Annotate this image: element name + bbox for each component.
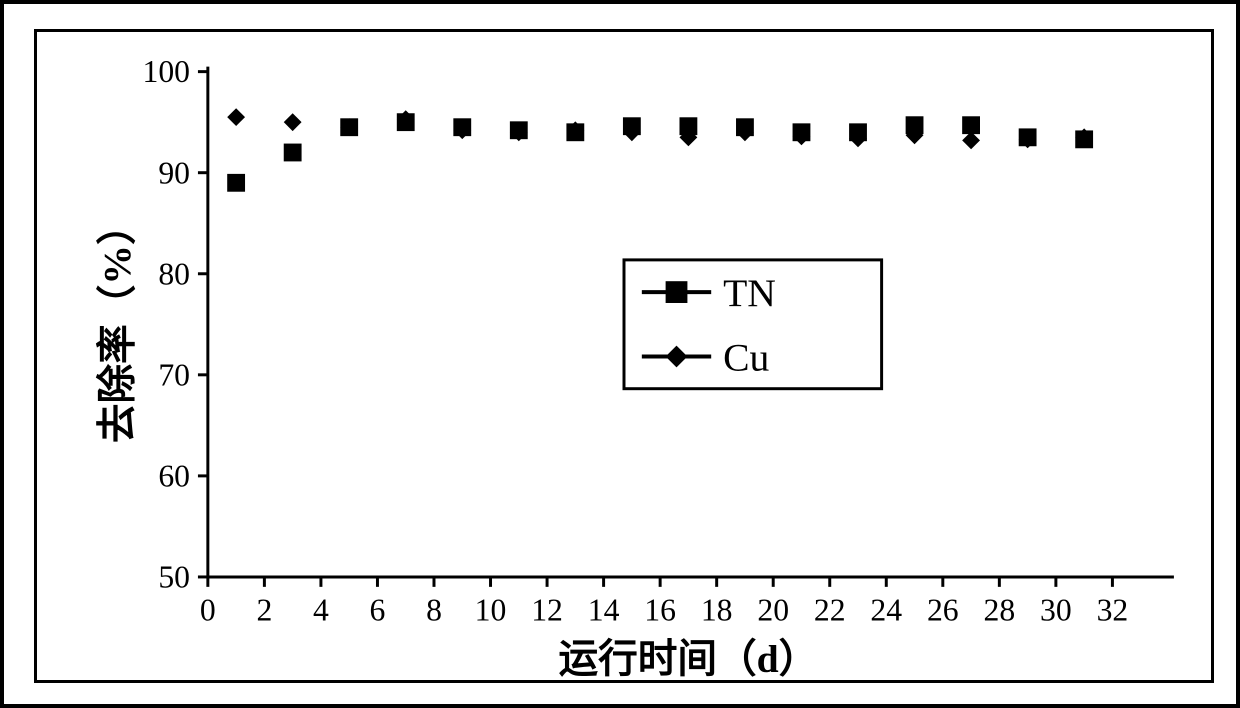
- x-tick-label: 18: [701, 593, 733, 628]
- data-point: [284, 144, 302, 162]
- data-point: [284, 113, 302, 131]
- x-tick-label: 16: [644, 593, 676, 628]
- x-tick-label: 0: [200, 593, 216, 628]
- x-tick-label: 30: [1040, 593, 1072, 628]
- x-tick-label: 8: [426, 593, 442, 628]
- x-tick-label: 14: [588, 593, 620, 628]
- data-point: [227, 174, 245, 192]
- x-tick-label: 24: [870, 593, 902, 628]
- x-tick-label: 12: [531, 593, 563, 628]
- series-TN: [227, 113, 1093, 191]
- x-tick-label: 4: [313, 593, 329, 628]
- x-tick-label: 2: [256, 593, 272, 628]
- data-point: [227, 108, 245, 126]
- legend-marker: [666, 281, 688, 303]
- x-tick-label: 22: [814, 593, 846, 628]
- x-tick-label: 6: [370, 593, 386, 628]
- x-tick-label: 28: [984, 593, 1016, 628]
- y-tick-label: 80: [158, 256, 190, 291]
- x-tick-label: 32: [1097, 593, 1129, 628]
- legend: TN Cu: [624, 260, 882, 389]
- x-axis-label: 运行时间（d）: [559, 637, 819, 680]
- y-tick-label: 60: [158, 458, 190, 493]
- y-tick-label: 70: [158, 357, 190, 392]
- x-tick-label: 20: [757, 593, 789, 628]
- legend-marker: [666, 346, 688, 368]
- y-tick-label: 50: [158, 560, 190, 595]
- y-tick-label: 90: [158, 155, 190, 190]
- chart-container: 0246810121416182022242628303250607080901…: [34, 29, 1214, 683]
- x-tick-label: 26: [927, 593, 959, 628]
- data-point: [962, 131, 980, 149]
- scatter-chart: 0246810121416182022242628303250607080901…: [37, 32, 1211, 680]
- legend-label: Cu: [723, 335, 769, 379]
- y-axis-label: 去除率（%）: [96, 205, 140, 443]
- outer-frame: 0246810121416182022242628303250607080901…: [0, 0, 1240, 708]
- x-tick-label: 10: [475, 593, 507, 628]
- legend-label: TN: [723, 271, 776, 315]
- y-tick-label: 100: [142, 54, 190, 89]
